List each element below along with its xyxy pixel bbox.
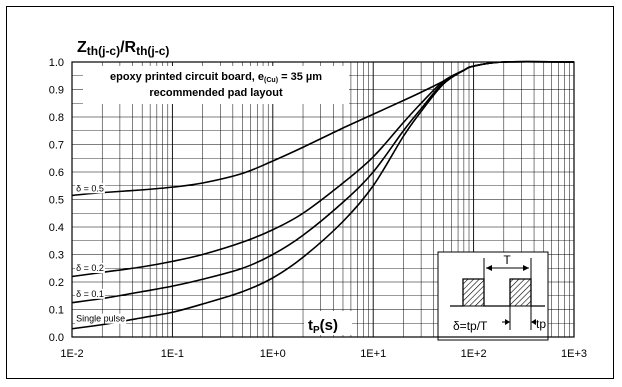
xlabel-main: t: [308, 317, 313, 334]
period-label: T: [503, 253, 511, 267]
x-tick-label: 1E-1: [161, 348, 184, 360]
pulse-inset: T tp δ=tp/T: [437, 251, 549, 341]
y-tick-label: 0.0: [49, 332, 64, 344]
y-tick-label: 0.8: [49, 112, 64, 124]
pulse-width-label: tp: [536, 317, 546, 331]
pulse-2-hatch: [509, 278, 532, 307]
title-main: Z: [77, 39, 87, 56]
series-label-3: Single pulse: [76, 314, 125, 324]
y-tick-label: 0.9: [49, 85, 64, 97]
duty-cycle-formula: δ=tp/T: [453, 319, 488, 333]
chart-title: Zth(j-c)/Rth(j-c): [77, 39, 169, 58]
series-label-background: [75, 313, 127, 324]
x-tick-labels: 1E-2 1E-1 1E+0 1E+1 1E+2 1E+3: [60, 348, 587, 360]
y-tick-labels: 0.0 0.1 0.2 0.3 0.4 0.5 0.6 0.7 0.8 0.9 1.0: [49, 57, 64, 344]
title-denominator-subscript: th(j-c): [136, 44, 169, 58]
annotation-line-1: epoxy printed circuit board, e(Cu) = 35 …: [110, 71, 322, 84]
y-tick-label: 0.2: [49, 277, 64, 289]
chart-frame: [6, 6, 614, 379]
series-label-background: [75, 263, 105, 273]
title-main-subscript: th(j-c): [87, 44, 120, 58]
series-label-0: δ = 0.5: [76, 183, 104, 193]
xlabel-unit: (s): [320, 317, 338, 334]
series-label-background: [75, 288, 105, 299]
series-label-background: [75, 183, 105, 194]
x-tick-label: 1E-2: [60, 348, 83, 360]
pulse-1-hatch: [462, 278, 485, 307]
y-tick-label: 0.7: [49, 140, 64, 152]
y-tick-label: 0.3: [49, 250, 64, 262]
y-tick-label: 0.1: [49, 305, 64, 317]
x-axis-label: tP(s): [304, 311, 352, 336]
series-curves: δ = 0.5 δ = 0.2 δ = 0.1 Single pulse: [71, 60, 575, 330]
annotation-box: epoxy printed circuit board, e(Cu) = 35 …: [83, 66, 349, 104]
y-tick-label: 1.0: [49, 57, 64, 69]
x-tick-label: 1E+3: [561, 348, 587, 360]
y-tick-label: 0.6: [49, 167, 64, 179]
plot-area-border: [71, 61, 575, 338]
y-tick-label: 0.5: [49, 195, 64, 207]
x-tick-label: 1E+2: [461, 348, 487, 360]
annotation-line-2: recommended pad layout: [149, 87, 283, 99]
x-tick-label: 1E+0: [260, 348, 286, 360]
y-tick-label: 0.4: [49, 222, 64, 234]
series-line-3: [71, 60, 575, 330]
series-label-2: δ = 0.1: [76, 289, 104, 299]
xlabel-subscript: P: [313, 325, 320, 336]
title-separator: /R: [120, 39, 136, 56]
series-label-1: δ = 0.2: [76, 263, 104, 273]
x-tick-label: 1E+1: [360, 348, 386, 360]
svg-text:tP(s): tP(s): [308, 317, 338, 336]
